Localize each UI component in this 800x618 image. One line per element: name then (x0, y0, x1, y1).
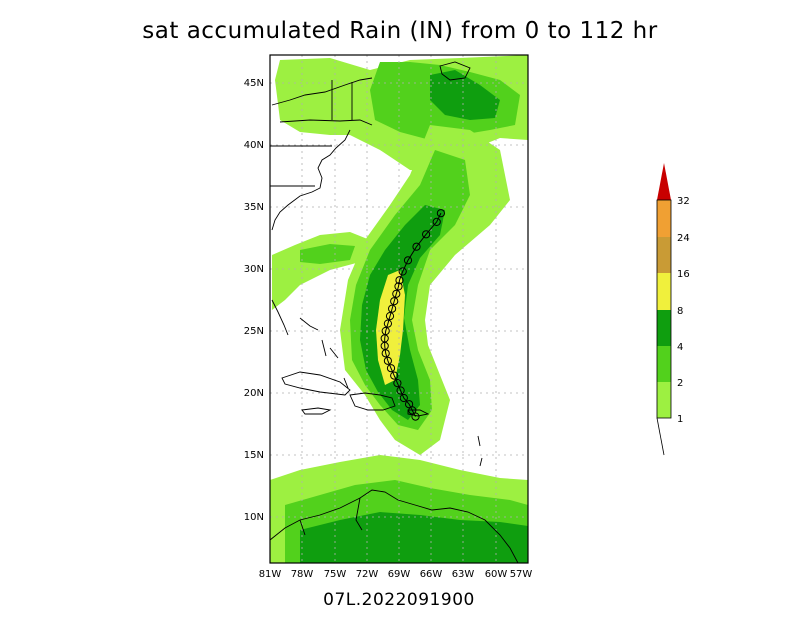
colorbar: 1 2 4 8 16 24 32 (656, 163, 690, 456)
colorbar-swatch-2 (657, 346, 671, 382)
lat-label: 40N (244, 140, 264, 151)
colorbar-label: 4 (677, 342, 683, 353)
colorbar-label: 1 (677, 414, 683, 425)
lat-label: 20N (244, 388, 264, 399)
track-point (408, 406, 417, 415)
lon-label: 81W (259, 569, 282, 580)
track-point (383, 319, 392, 328)
track-point (399, 393, 408, 403)
track-point (393, 379, 402, 388)
lat-label: 35N (244, 202, 264, 213)
track-point (392, 289, 401, 298)
colorbar-swatch-24 (657, 200, 671, 237)
colorbar-swatch-4 (657, 310, 671, 346)
longitude-labels: 81W 78W 75W 72W 69W 66W 63W 60W 57W (259, 569, 533, 580)
colorbar-label: 2 (677, 378, 683, 389)
map-title: sat accumulated Rain (IN) from 0 to 112 … (142, 18, 658, 44)
colorbar-label: 32 (677, 196, 690, 207)
colorbar-label: 8 (677, 306, 683, 317)
lat-label: 10N (244, 512, 264, 523)
track-point (385, 312, 395, 321)
track-point (412, 242, 421, 251)
gridlines (270, 55, 528, 563)
coastlines (270, 61, 519, 563)
track-point (390, 297, 399, 306)
track-point (396, 386, 405, 395)
track-point (386, 364, 396, 373)
lat-label: 25N (244, 326, 264, 337)
colorbar-swatch-8 (657, 273, 671, 310)
lat-label: 15N (244, 450, 264, 461)
track-point (395, 276, 404, 285)
rain-c2-west (300, 244, 355, 264)
colorbar-label: 24 (677, 233, 690, 244)
track-point (388, 304, 397, 313)
track-point (394, 282, 403, 291)
lon-label: 66W (420, 569, 443, 580)
track-point (390, 371, 399, 380)
rain-c4-northeast (430, 70, 500, 120)
colorbar-swatch-32 (657, 163, 671, 200)
lat-label: 45N (244, 78, 264, 89)
track-point (422, 230, 431, 239)
latitude-labels: 45N 40N 35N 30N 25N 20N 15N 10N (244, 78, 264, 523)
lon-label: 72W (356, 569, 379, 580)
lon-label: 75W (324, 569, 347, 580)
track-point (432, 217, 441, 226)
colorbar-swatch-16 (657, 237, 671, 273)
lat-label: 30N (244, 264, 264, 275)
lon-label: 63W (452, 569, 475, 580)
track-point (398, 267, 407, 276)
track-point (436, 209, 445, 218)
lon-label: 69W (388, 569, 411, 580)
track-point (383, 356, 392, 365)
lon-label: 57W (510, 569, 533, 580)
lon-label: 78W (291, 569, 314, 580)
colorbar-label: 16 (677, 269, 690, 280)
rainfall-field (270, 55, 528, 563)
colorbar-tail (656, 417, 665, 456)
storm-track (380, 209, 445, 421)
track-point (411, 412, 420, 421)
track-point (405, 400, 414, 409)
lon-label: 60W (485, 569, 508, 580)
rain-c4-south (300, 512, 528, 563)
colorbar-swatch-1 (657, 382, 671, 418)
colorbar-outline (656, 199, 672, 419)
track-point (381, 326, 390, 336)
plot-frame (269, 54, 529, 564)
track-point (403, 256, 413, 265)
storm-id-label: 07L.2022091900 (323, 590, 475, 610)
